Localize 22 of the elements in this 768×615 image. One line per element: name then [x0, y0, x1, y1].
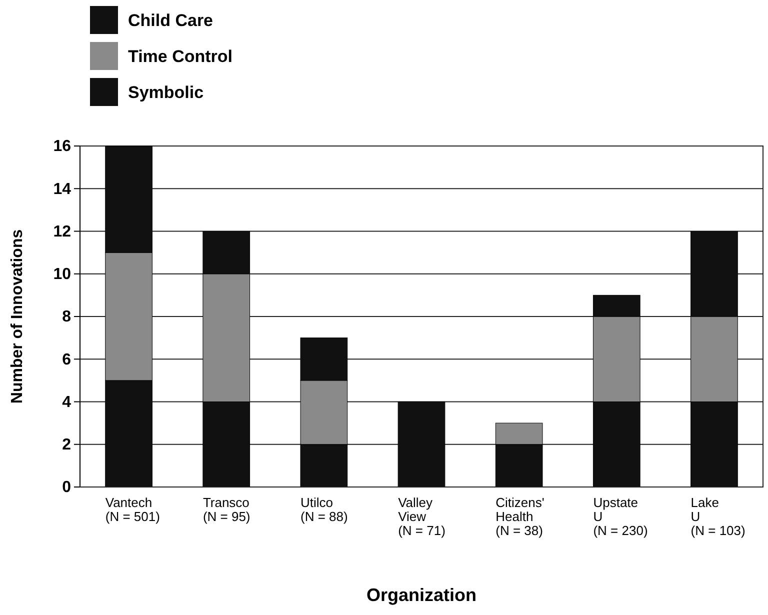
x-tick-label: Vantech (N = 501)	[105, 495, 160, 524]
x-axis-title: Organization	[366, 585, 477, 605]
x-tick-label: Upstate U (N = 230)	[593, 495, 648, 538]
y-tick-label: 12	[53, 223, 72, 240]
legend-label: Symbolic	[128, 83, 204, 102]
y-tick-label: 4	[62, 394, 72, 411]
x-tick-label: Valley View (N = 71)	[398, 495, 446, 538]
x-tick-label: Utilco (N = 88)	[300, 495, 348, 524]
y-tick-label: 16	[53, 138, 72, 156]
y-tick-label: 6	[62, 351, 72, 368]
y-tick-label: 2	[62, 436, 72, 454]
x-tick-label: Citizens' Health (N = 38)	[496, 495, 544, 538]
bar	[398, 402, 446, 488]
y-axis-title: Number of Innovations	[9, 229, 26, 404]
legend-label: Child Care	[128, 11, 214, 30]
y-tick-label: 10	[53, 266, 72, 283]
x-tick-label: Transco (N = 95)	[202, 495, 250, 524]
y-tick-label: 8	[62, 308, 72, 326]
legend-label: Time Control	[128, 47, 233, 66]
y-tick-label: 14	[53, 180, 72, 198]
x-tick-label: Lake U (N = 103)	[690, 495, 746, 538]
y-tick-label: 0	[62, 479, 72, 496]
